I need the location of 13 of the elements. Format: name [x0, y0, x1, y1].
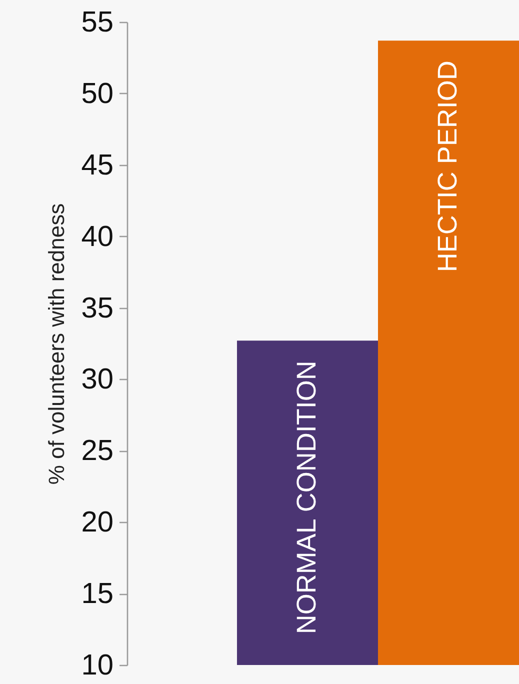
- x-tick-label: HECTIC PERIOD: [432, 60, 462, 272]
- y-tick-label: 25: [81, 435, 114, 468]
- y-tick-label: 40: [81, 220, 114, 253]
- y-tick-label: 35: [81, 292, 114, 324]
- y-tick-label: 10: [81, 650, 114, 682]
- y-tick-label: 30: [81, 364, 114, 396]
- y-axis-title: % of volunteers with redness: [44, 203, 70, 485]
- x-tick-label: NORMAL CONDITION: [291, 360, 322, 634]
- y-tick-label: 50: [81, 78, 114, 110]
- y-tick-label: 15: [81, 578, 114, 610]
- y-tick-label: 45: [81, 149, 114, 182]
- y-tick-label: 55: [81, 6, 114, 38]
- y-tick-label: 20: [81, 506, 114, 539]
